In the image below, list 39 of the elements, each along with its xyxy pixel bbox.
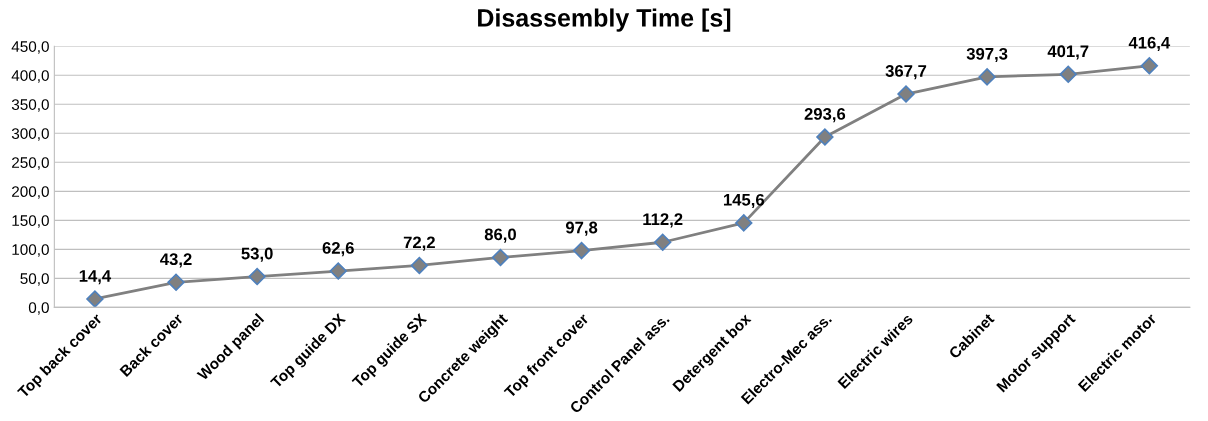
data-label: 401,7 bbox=[1047, 45, 1089, 60]
point bbox=[410, 256, 429, 275]
data-label: 62,6 bbox=[322, 242, 354, 257]
data-label: 86,0 bbox=[484, 228, 516, 243]
data-label: 397,3 bbox=[966, 47, 1008, 63]
point bbox=[167, 273, 185, 291]
data-label: 97,8 bbox=[565, 221, 598, 236]
y-tick-label: 50,0 bbox=[20, 273, 49, 286]
point bbox=[86, 290, 104, 308]
data-label: 416,4 bbox=[1128, 36, 1171, 52]
data-label: 72,2 bbox=[403, 236, 435, 251]
data-label: 53,0 bbox=[241, 247, 273, 262]
y-tick-label: 150,0 bbox=[12, 215, 49, 228]
point bbox=[248, 267, 266, 286]
y-tick-label: 250,0 bbox=[12, 157, 49, 170]
y-tick-label: 0,0 bbox=[28, 302, 49, 315]
point bbox=[978, 68, 996, 86]
y-tick-label: 400,0 bbox=[11, 70, 49, 83]
y-tick-label: 100,0 bbox=[12, 244, 49, 257]
y-tick-label: 300,0 bbox=[11, 128, 49, 141]
point bbox=[329, 262, 347, 280]
data-label: 293,6 bbox=[804, 108, 846, 123]
chart-title: Disassembly Time [s] bbox=[478, 8, 731, 32]
data-label: 14,4 bbox=[79, 270, 112, 285]
data-label: 145,6 bbox=[723, 193, 765, 209]
point bbox=[735, 214, 753, 232]
point bbox=[491, 248, 510, 267]
point bbox=[653, 233, 672, 251]
point bbox=[1140, 57, 1159, 75]
data-label: 367,7 bbox=[885, 65, 927, 80]
y-tick-label: 450,0 bbox=[11, 41, 49, 54]
point bbox=[572, 241, 591, 260]
point bbox=[897, 85, 915, 103]
y-tick-label: 350,0 bbox=[11, 99, 49, 112]
point bbox=[816, 128, 834, 146]
data-label: 43,2 bbox=[160, 253, 192, 268]
y-tick-label: 200,0 bbox=[12, 186, 49, 199]
point bbox=[1059, 65, 1077, 84]
data-label: 112,2 bbox=[643, 213, 683, 228]
